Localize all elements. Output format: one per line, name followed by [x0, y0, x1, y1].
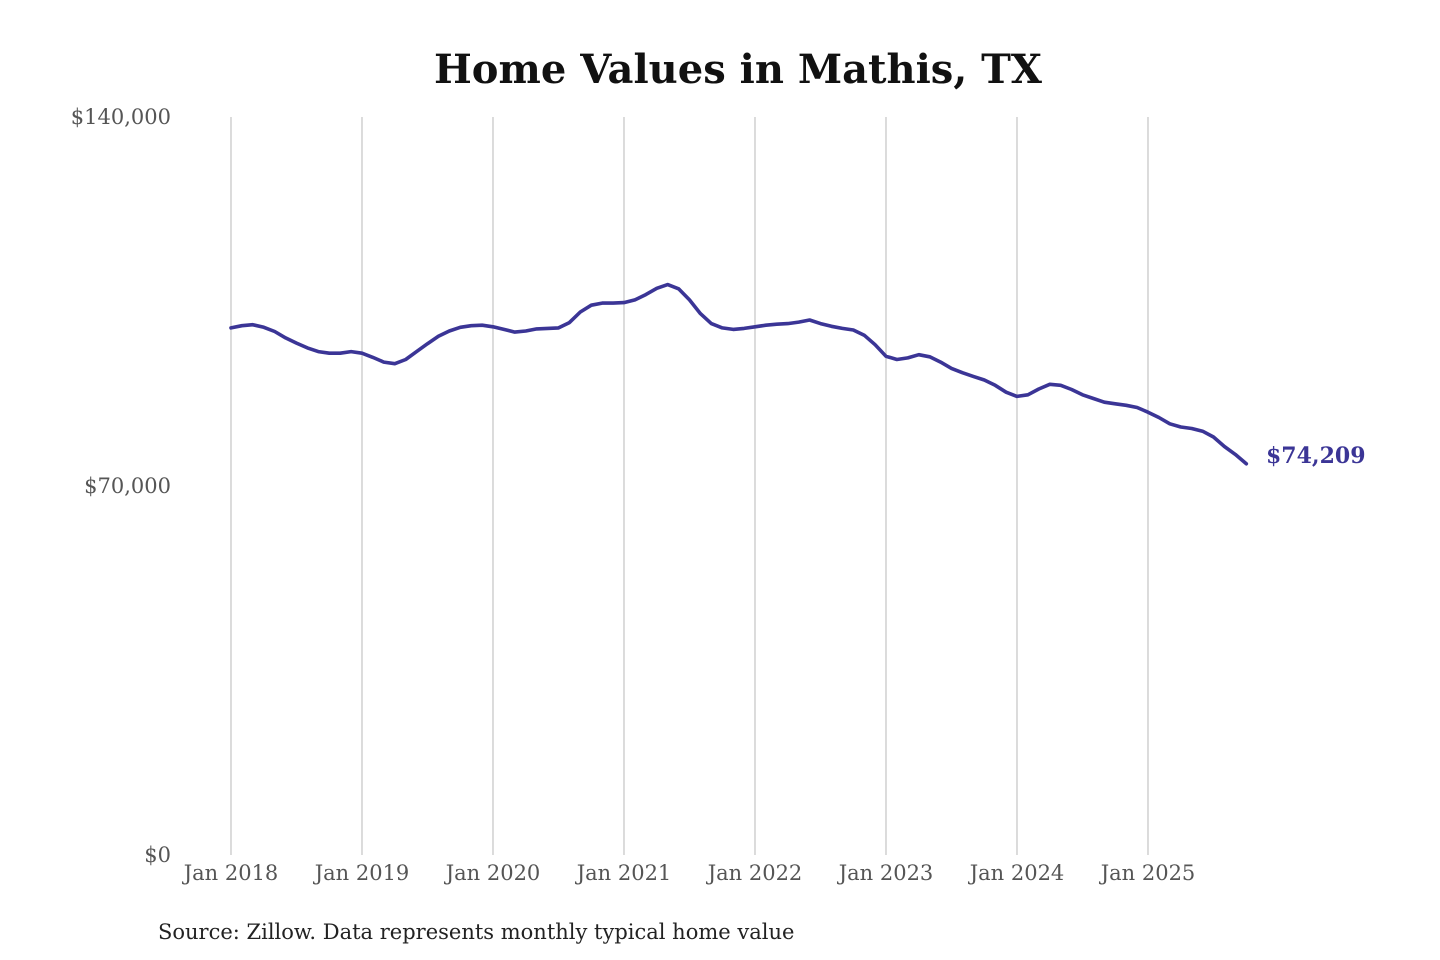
- y-tick-label: $70,000: [84, 474, 171, 498]
- x-tick-label: Jan 2025: [1099, 861, 1196, 885]
- y-tick-label: $140,000: [71, 105, 171, 129]
- y-axis-ticks: $0 $70,000 $140,000: [71, 105, 171, 867]
- x-tick-label: Jan 2018: [182, 861, 279, 885]
- y-tick-label: $0: [144, 843, 171, 867]
- x-axis-ticks: Jan 2018 Jan 2019 Jan 2020 Jan 2021 Jan 2022…: [182, 861, 1196, 885]
- x-tick-label: Jan 2024: [968, 861, 1065, 885]
- gridlines: [230, 117, 1149, 855]
- x-tick-label: Jan 2023: [837, 861, 934, 885]
- source-note: Source: Zillow. Data represents monthly …: [158, 920, 794, 944]
- chart-title: Home Values in Mathis, TX: [434, 46, 1042, 93]
- x-tick-label: Jan 2020: [444, 861, 541, 885]
- series-layer: [229, 282, 1249, 466]
- x-tick-label: Jan 2019: [313, 861, 410, 885]
- series-line: [229, 282, 1249, 466]
- x-tick-label: Jan 2021: [575, 861, 672, 885]
- x-tick-label: Jan 2022: [706, 861, 803, 885]
- end-value-label: $74,209: [1266, 443, 1366, 469]
